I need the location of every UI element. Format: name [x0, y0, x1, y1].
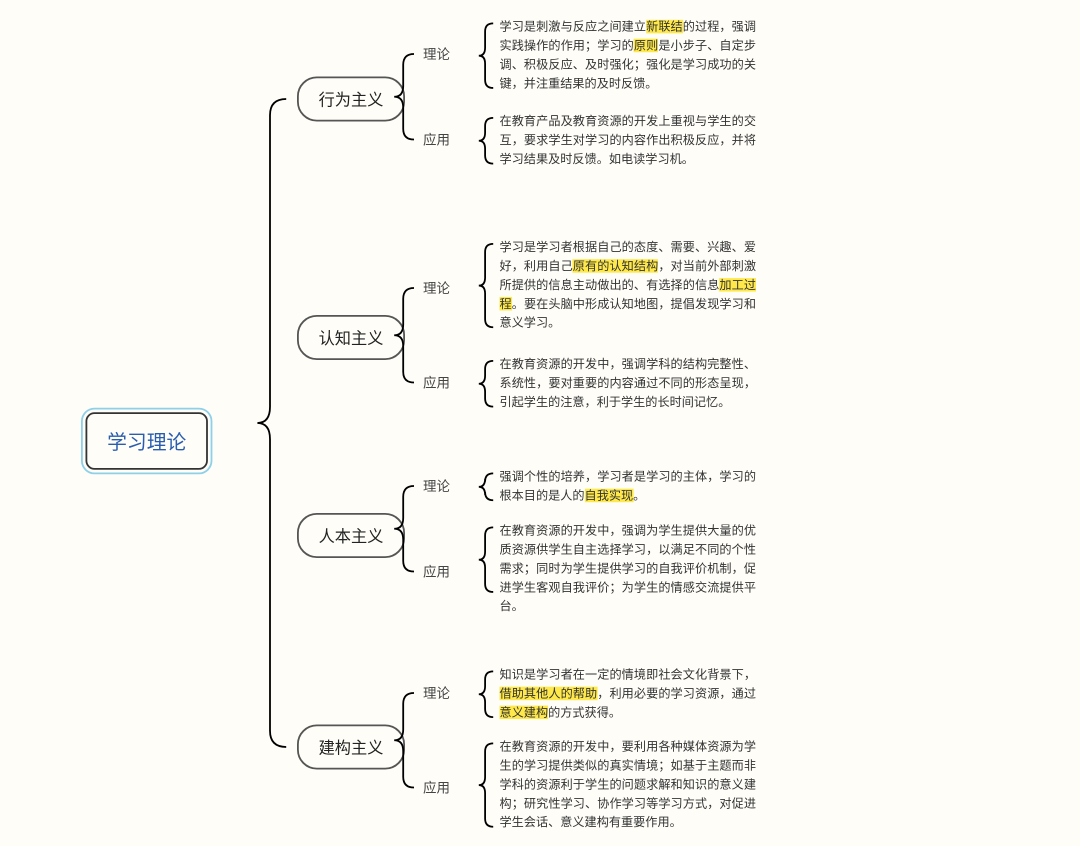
mindmap-canvas: 学习理论行为主义理论学习是刺激与反应之间建立新联结的过程，强调实践操作的作用；学…: [0, 0, 972, 761]
detail-constructivism-1: 在教育资源的开发中，要利用各种媒体资源为学生的学习提供类似的真实情境；如基于主题…: [500, 738, 757, 832]
